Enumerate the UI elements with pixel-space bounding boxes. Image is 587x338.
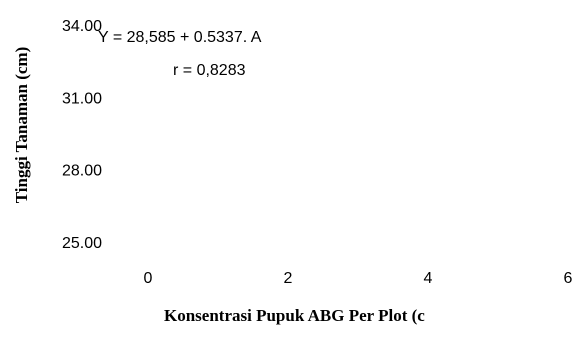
y-tick-label: 31.00 <box>62 90 102 107</box>
regression-equation: Y = 28,585 + 0.5337. A <box>98 29 262 46</box>
x-tick-label: 6 <box>564 270 573 287</box>
y-axis-title-group: Tinggi Tanaman (cm) <box>12 47 31 204</box>
x-tick-labels: 0 2 4 6 <box>144 270 573 287</box>
y-axis-title: Tinggi Tanaman (cm) <box>12 47 31 204</box>
y-tick-label: 25.00 <box>62 235 102 252</box>
x-tick-label: 4 <box>424 270 433 287</box>
y-tick-labels: 25.00 28.00 31.00 34.00 <box>62 18 102 252</box>
x-tick-label: 2 <box>284 270 293 287</box>
correlation-coefficient: r = 0,8283 <box>173 62 246 79</box>
y-tick-label: 28.00 <box>62 163 102 180</box>
x-tick-label: 0 <box>144 270 153 287</box>
x-axis-title: Konsentrasi Pupuk ABG Per Plot (c <box>164 306 425 325</box>
y-tick-label: 34.00 <box>62 18 102 35</box>
